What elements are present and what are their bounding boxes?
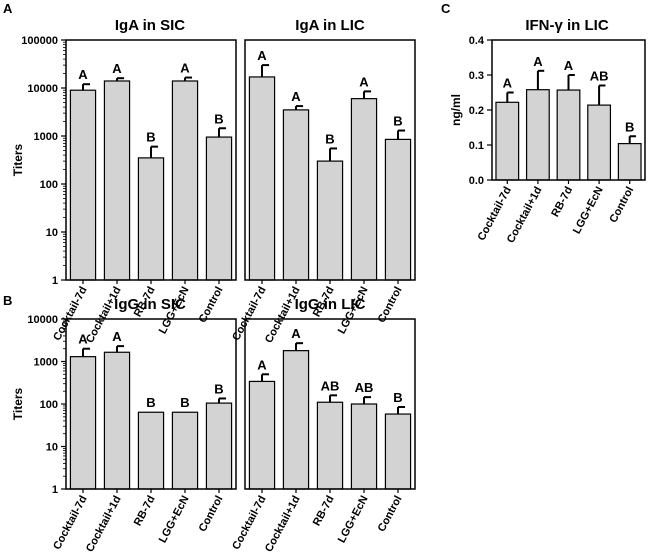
bar xyxy=(103,80,131,281)
significance-label: A xyxy=(291,89,301,104)
significance-label: A xyxy=(291,326,301,341)
y-tick-label: 10000 xyxy=(27,314,58,326)
y-tick-label: 0.3 xyxy=(469,70,484,82)
y-tick-label: 100 xyxy=(40,179,58,191)
x-tick-label: LGG+EcN xyxy=(157,494,192,545)
significance-label: A xyxy=(564,58,574,73)
y-tick-label: 10 xyxy=(46,442,58,454)
chart-ifn-lic: IFN-γ in LIC0.00.10.20.30.4ng/mlACocktai… xyxy=(449,17,646,245)
significance-label: AB xyxy=(590,69,609,84)
chart-title: IgA in SIC xyxy=(115,17,185,34)
bar xyxy=(316,401,344,490)
significance-label: B xyxy=(325,131,334,146)
plot-frame xyxy=(491,39,646,181)
significance-label: A xyxy=(112,329,122,344)
x-tick-label: RB-7d xyxy=(311,494,337,528)
x-tick-label: RB-7d xyxy=(549,185,575,219)
bar xyxy=(171,411,199,490)
significance-label: AB xyxy=(355,380,374,395)
significance-label: A xyxy=(359,74,369,89)
bar xyxy=(316,160,344,281)
chart-igg-sic: IgG in SIC 1 10 100 1000 10000 Titers A Cocktail… xyxy=(11,296,237,553)
bar xyxy=(384,138,412,281)
significance-label: B xyxy=(393,114,402,129)
chart-title: IgG in SIC xyxy=(114,296,186,313)
y-tick-label: 10000 xyxy=(27,83,58,95)
panel-label-c: C xyxy=(441,1,451,16)
x-tick-label: Cocktail-7d xyxy=(230,494,268,552)
x-tick-label: Control xyxy=(607,185,636,225)
x-tick-label: Cocktail+1d xyxy=(84,494,124,553)
y-tick-label: 10 xyxy=(46,227,58,239)
y-tick-label: 0.4 xyxy=(469,35,485,47)
y-tick-label: 0.1 xyxy=(469,140,484,152)
bar xyxy=(205,402,233,490)
x-tick-label: Control xyxy=(197,494,226,534)
chart-title: IgA in LIC xyxy=(295,17,365,34)
significance-label: B xyxy=(214,381,223,396)
y-tick-label: 100000 xyxy=(21,35,58,47)
bar xyxy=(350,403,378,490)
panel-label-b: B xyxy=(3,293,12,308)
x-tick-label: LGG+EcN xyxy=(571,185,606,236)
significance-label: A xyxy=(503,76,513,91)
significance-label: A xyxy=(78,67,88,82)
significance-label: B xyxy=(180,395,189,410)
y-axis-label: Titers xyxy=(11,387,25,420)
x-tick-label: Cocktail+1d xyxy=(263,494,303,553)
significance-label: A xyxy=(257,48,267,63)
significance-label: B xyxy=(146,130,155,145)
plot-frame xyxy=(244,318,416,490)
bar xyxy=(282,109,310,281)
bar xyxy=(556,89,581,181)
bar xyxy=(587,104,612,181)
chart-title: IgG in LIC xyxy=(295,296,366,313)
significance-label: B xyxy=(146,395,155,410)
bar xyxy=(617,143,642,181)
bar xyxy=(205,136,233,281)
significance-label: A xyxy=(112,61,122,76)
significance-label: A xyxy=(533,54,543,69)
y-tick-label: 1000 xyxy=(34,357,58,369)
y-tick-label: 1 xyxy=(52,275,58,287)
bar xyxy=(384,413,412,490)
y-tick-label: 0.2 xyxy=(469,105,484,117)
chart-title: IFN-γ in LIC xyxy=(525,17,608,34)
significance-label: B xyxy=(625,119,634,134)
significance-label: B xyxy=(214,111,223,126)
y-tick-label: 1 xyxy=(52,484,58,496)
y-axis-label: ng/ml xyxy=(449,94,463,126)
x-tick-label: Control xyxy=(376,494,405,534)
chart-igg-lic: IgG in LIC A Cocktail-7d A Cocktail+1d AB RB-7… xyxy=(230,296,416,553)
significance-label: A xyxy=(257,357,267,372)
bar xyxy=(495,101,520,181)
significance-label: AB xyxy=(321,378,340,393)
bar xyxy=(248,380,276,490)
bar xyxy=(137,157,165,281)
bar xyxy=(350,98,378,281)
significance-label: A xyxy=(180,61,190,76)
significance-label: B xyxy=(393,390,402,405)
y-axis-label: Titers xyxy=(11,143,25,176)
x-tick-label: Cocktail-7d xyxy=(51,494,89,552)
plot-frame xyxy=(244,39,416,281)
y-tick-label: 100 xyxy=(40,399,58,411)
plot-frame xyxy=(65,318,237,490)
y-tick-label: 1000 xyxy=(34,131,58,143)
bar xyxy=(137,411,165,490)
x-tick-label: RB-7d xyxy=(132,494,158,528)
bar xyxy=(103,351,131,490)
bar xyxy=(171,80,199,281)
bar xyxy=(248,76,276,281)
panel-label-a: A xyxy=(3,1,13,16)
plot-frame xyxy=(65,39,237,281)
bar xyxy=(525,89,550,181)
bar xyxy=(282,350,310,490)
significance-label: A xyxy=(78,332,88,347)
bar xyxy=(69,89,97,281)
bar xyxy=(69,356,97,490)
y-tick-label: 0.0 xyxy=(469,175,484,187)
x-tick-label: LGG+EcN xyxy=(336,494,371,545)
